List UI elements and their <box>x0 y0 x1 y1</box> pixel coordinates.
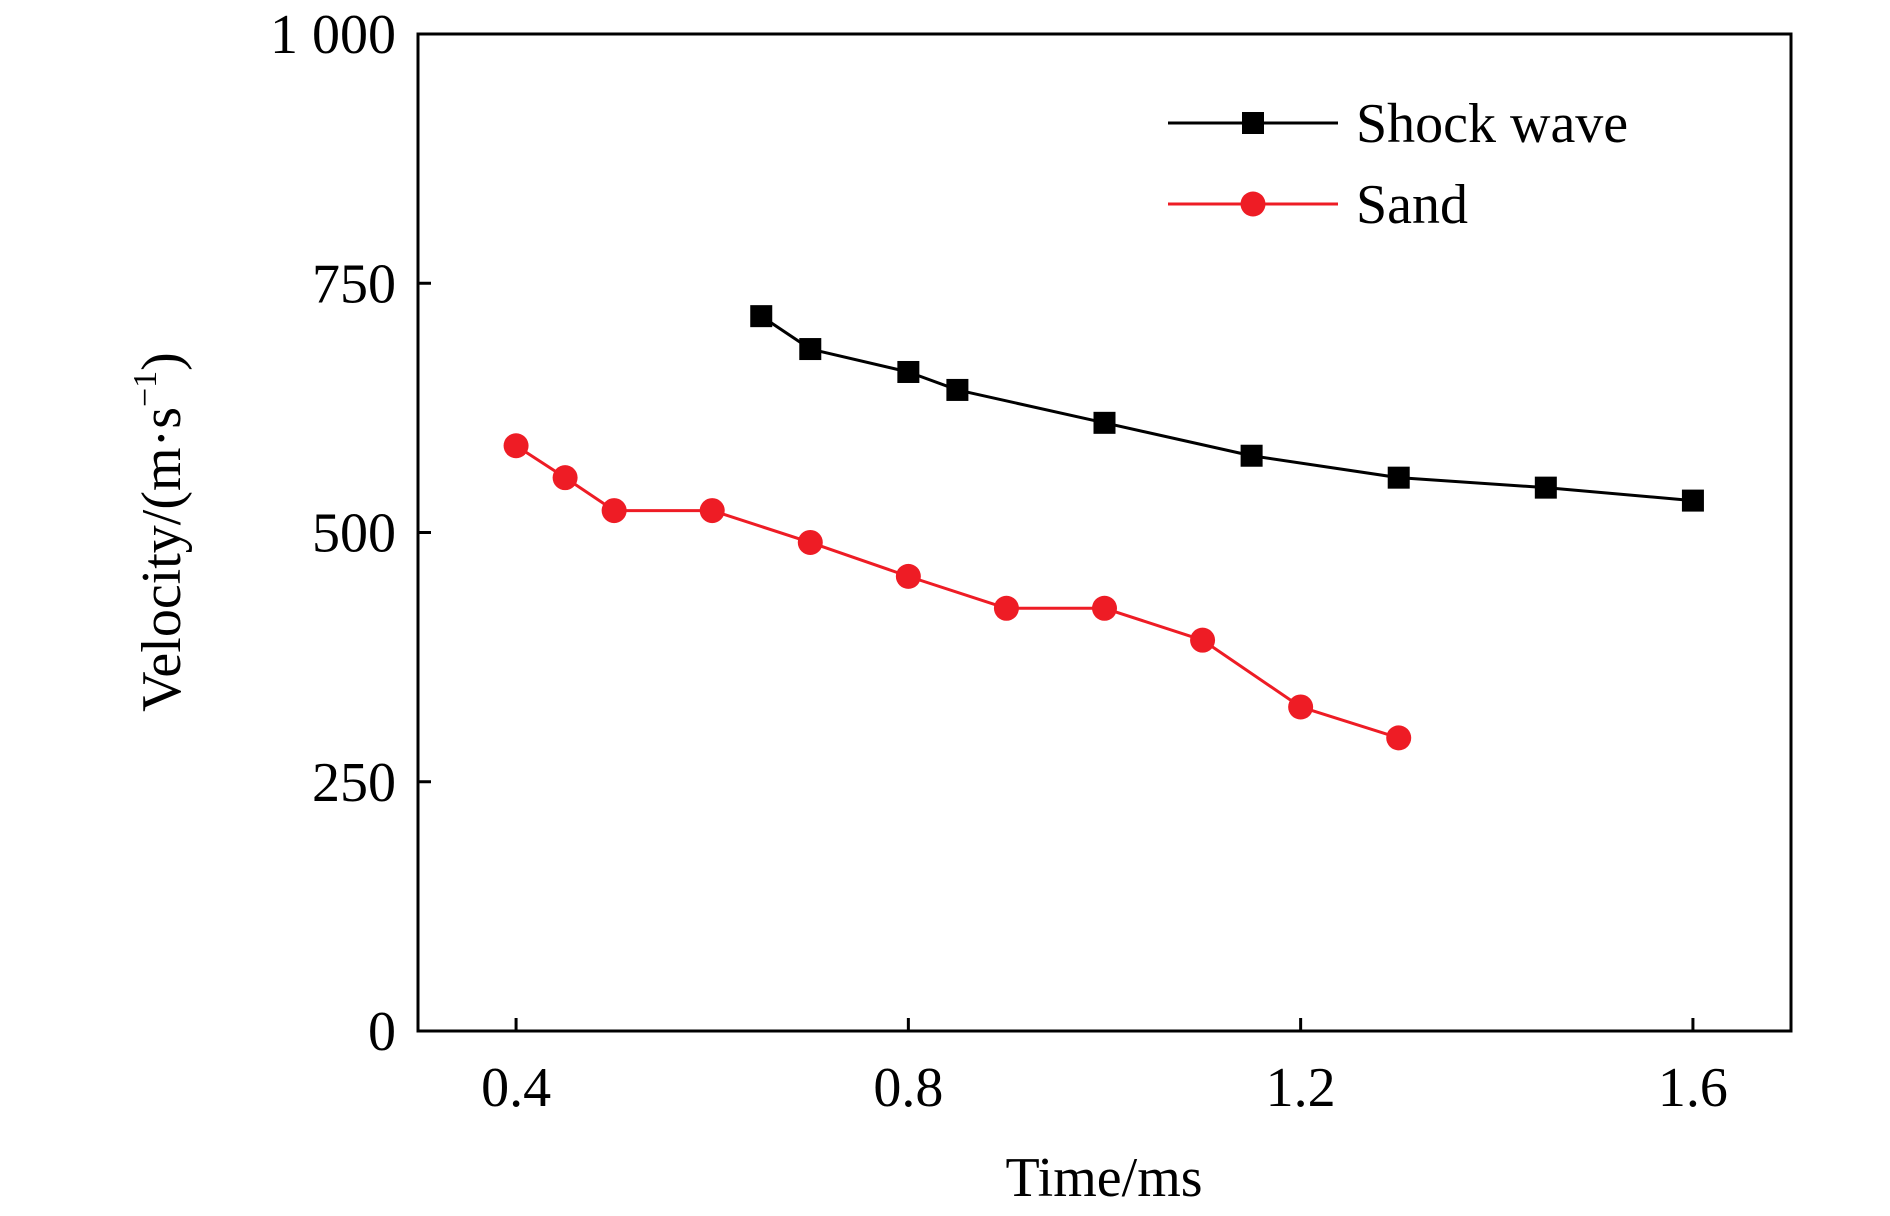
x-axis-title: Time/ms <box>1005 1147 1202 1209</box>
data-point-sand <box>1190 627 1216 653</box>
y-axis-title-superscript: −1 <box>127 371 164 407</box>
tick-layer: 0.4 0.8 1.2 1.6 0 250 500 750 1 000 <box>270 4 1728 1119</box>
data-point-shock-wave <box>1387 466 1410 489</box>
data-point-sand <box>699 498 725 524</box>
x-tick-label: 1.6 <box>1658 1057 1728 1119</box>
y-tick-label: 750 <box>312 253 396 315</box>
data-point-shock-wave <box>897 360 920 383</box>
legend: Shock wave Sand <box>1168 93 1628 236</box>
series-line-sand <box>515 444 1400 740</box>
data-point-sand <box>552 465 578 491</box>
data-point-sand <box>1288 694 1314 720</box>
legend-label: Sand <box>1356 174 1468 236</box>
data-point-sand <box>503 433 529 459</box>
legend-label: Shock wave <box>1356 93 1628 155</box>
legend-item-shock-wave: Shock wave <box>1168 93 1628 155</box>
data-point-sand <box>601 498 627 524</box>
legend-marker <box>1240 191 1266 217</box>
data-point-shock-wave <box>1093 411 1116 434</box>
y-tick-label: 1 000 <box>270 4 396 66</box>
data-point-sand <box>1092 595 1117 621</box>
series-line-shock-wave <box>760 314 1694 503</box>
data-point-sand <box>895 563 921 589</box>
x-tick-label: 1.2 <box>1266 1057 1336 1119</box>
y-tick-label: 0 <box>368 1001 396 1063</box>
data-point-sand <box>993 595 1019 621</box>
legend-marker <box>1242 112 1264 134</box>
data-point-shock-wave <box>750 305 773 328</box>
data-point-sand <box>797 529 823 555</box>
series-shock-wave <box>750 305 1704 512</box>
data-point-shock-wave <box>1534 476 1557 499</box>
series-sand <box>503 433 1412 751</box>
data-point-shock-wave <box>799 338 822 361</box>
y-axis-title: Velocity/(m·s−1) <box>127 352 193 712</box>
y-axis-title-close: ) <box>131 352 193 371</box>
x-tick-label: 0.4 <box>481 1057 551 1119</box>
x-tick-label: 0.8 <box>873 1057 943 1119</box>
data-point-sand <box>1386 725 1412 751</box>
y-tick-label: 500 <box>312 503 396 565</box>
data-point-shock-wave <box>946 378 969 401</box>
data-point-shock-wave <box>1681 489 1704 512</box>
data-point-shock-wave <box>1240 444 1263 467</box>
series-layer <box>503 305 1704 751</box>
y-axis-title-main: Velocity/(m·s <box>131 407 193 712</box>
y-tick-label: 250 <box>312 752 396 814</box>
plot-frame <box>416 32 1793 1033</box>
legend-item-sand: Sand <box>1168 174 1468 236</box>
